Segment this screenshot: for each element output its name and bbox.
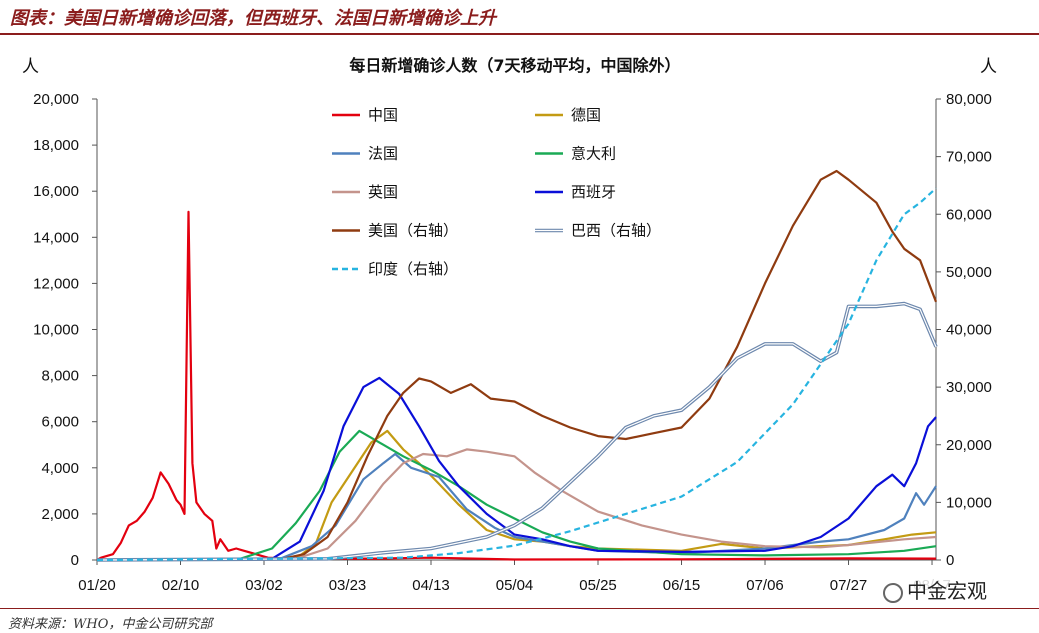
x-tick-label: 04/13 (412, 577, 450, 594)
x-tick-label: 03/23 (329, 577, 367, 594)
legend-label-2: 法国 (368, 145, 398, 163)
right-tick-label: 70,000 (946, 149, 992, 166)
legend-label-0: 中国 (368, 106, 398, 124)
right-tick-label: 60,000 (946, 206, 992, 223)
watermark-label: 中金宏观 (907, 579, 987, 603)
bottom-divider (0, 608, 1039, 609)
x-tick-label: 07/06 (746, 577, 784, 594)
right-tick-label: 0 (946, 552, 954, 569)
chart-plot-area (96, 169, 938, 562)
series-line-6 (96, 169, 938, 562)
left-tick-label: 12,000 (33, 275, 79, 292)
x-tick-label: 02/10 (162, 577, 200, 594)
right-tick-label: 80,000 (946, 91, 992, 108)
left-tick-label: 6,000 (41, 414, 79, 431)
left-tick-label: 10,000 (33, 322, 79, 339)
x-tick-label: 06/15 (663, 577, 701, 594)
left-tick-label: 14,000 (33, 229, 79, 246)
x-tick-label: 05/25 (579, 577, 617, 594)
left-tick-label: 16,000 (33, 183, 79, 200)
left-tick-label: 20,000 (33, 91, 79, 108)
legend-label-4: 英国 (368, 183, 398, 201)
series-line-0 (96, 210, 937, 561)
series-line-5 (96, 376, 937, 562)
wechat-icon (883, 582, 903, 603)
figure-banner-title: 图表：美国日新增确诊回落，但西班牙、法国日新增确诊上升 (10, 8, 496, 29)
legend-label-6: 美国（右轴） (368, 222, 458, 240)
left-axis-unit: 人 (22, 57, 39, 77)
left-tick-label: 8,000 (41, 368, 79, 385)
legend-label-8: 印度（右轴） (368, 260, 458, 278)
right-tick-label: 50,000 (946, 264, 992, 281)
right-tick-label: 20,000 (946, 437, 992, 454)
series-line-7-outline (96, 301, 938, 562)
left-tick-label: 2,000 (41, 506, 79, 523)
right-tick-label: 40,000 (946, 322, 992, 339)
legend-label-3: 意大利 (571, 145, 616, 163)
legend-label-7: 巴西（右轴） (571, 222, 661, 240)
chart-title: 每日新增确诊人数（7天移动平均，中国除外） (349, 56, 680, 75)
x-tick-label: 03/02 (245, 577, 283, 594)
legend-label-1: 德国 (571, 106, 601, 124)
legend-label-5: 西班牙 (571, 183, 616, 201)
left-tick-label: 0 (71, 552, 79, 569)
series-line-8 (96, 187, 937, 562)
source-note: 资料来源：WHO，中金公司研究部 (8, 617, 213, 632)
x-tick-label: 05/04 (496, 577, 534, 594)
right-axis-unit: 人 (980, 57, 997, 77)
x-tick-label: 01/20 (78, 577, 116, 594)
left-tick-label: 4,000 (41, 460, 79, 477)
right-tick-label: 10,000 (946, 494, 992, 511)
series-line-2 (96, 452, 937, 562)
right-tick-label: 30,000 (946, 379, 992, 396)
watermark: 中金宏观 (880, 575, 990, 604)
left-tick-label: 18,000 (33, 137, 79, 154)
x-tick-label: 07/27 (830, 577, 868, 594)
top-divider (0, 33, 1039, 35)
series-line-7 (96, 303, 937, 561)
